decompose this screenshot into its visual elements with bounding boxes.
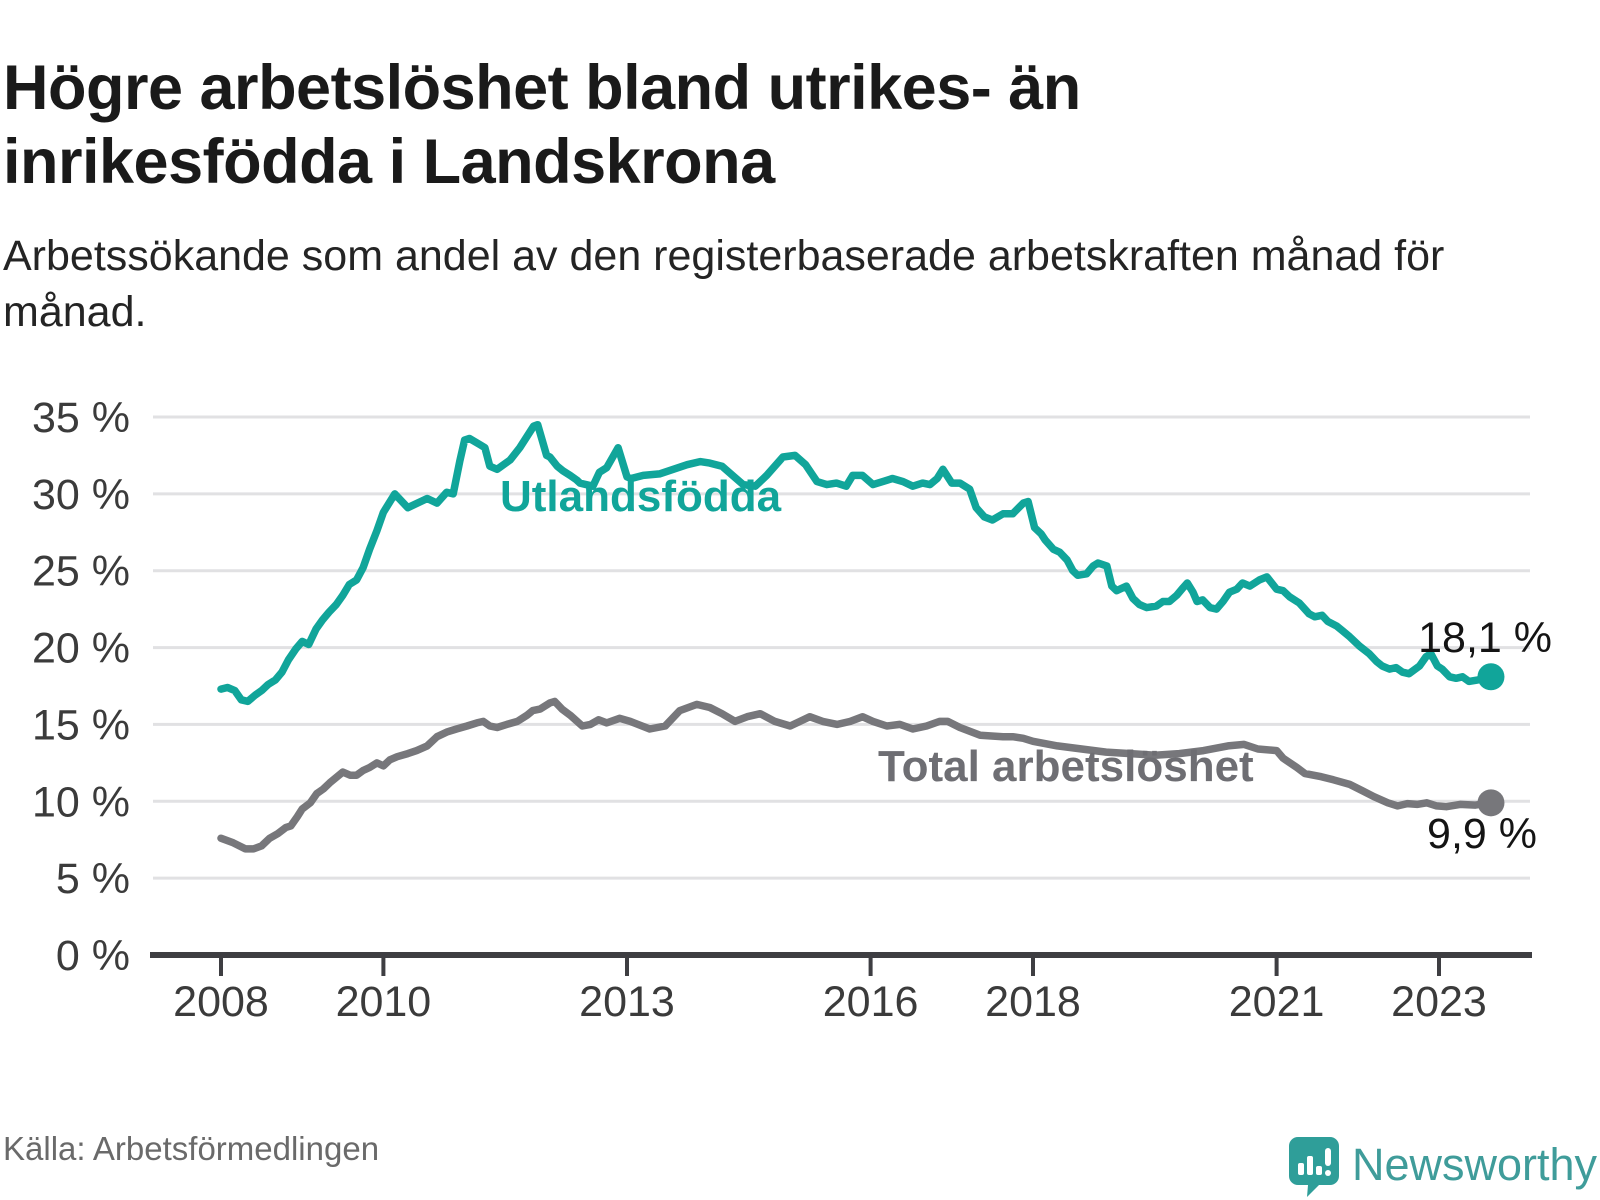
y-tick-label: 10 %: [32, 778, 130, 826]
y-tick-label: 35 %: [32, 394, 130, 442]
x-tick-label: 2013: [579, 978, 675, 1026]
x-tick-label: 2023: [1391, 978, 1487, 1026]
source-note: Källa: Arbetsförmedlingen: [3, 1130, 380, 1167]
gridlines: [153, 415, 1530, 880]
y-tick-label: 15 %: [32, 701, 130, 749]
newsworthy-logo-text: Newsworthy: [1352, 1139, 1598, 1190]
series-end-dots: [1477, 663, 1505, 817]
x-axis: [150, 952, 1532, 976]
chart-subtitle: Arbetssökande som andel av den registerb…: [3, 232, 1445, 336]
newsworthy-logo: Newsworthy: [1288, 1136, 1597, 1198]
series-label-total: Total arbetslöshet: [878, 742, 1254, 791]
page-title: Högre arbetslöshet bland utrikes- än inr…: [3, 53, 1081, 197]
end-dot: [1477, 789, 1505, 817]
line-utlandsfodda: [217, 420, 1495, 706]
end-value-utlandsfodda: 18,1 %: [1418, 614, 1552, 662]
axis-tick-labels: 0 % 5 % 10 % 15 % 20 % 25 % 30 % 35 % 2008 2010 20…: [32, 394, 1487, 1026]
x-tick-label: 2008: [173, 978, 269, 1026]
series-lines: [217, 420, 1495, 853]
y-tick-label: 25 %: [32, 548, 130, 596]
y-tick-label: 0 %: [56, 932, 130, 980]
y-tick-label: 5 %: [56, 855, 130, 903]
x-tick-label: 2010: [336, 978, 432, 1026]
y-tick-label: 20 %: [32, 625, 130, 673]
x-tick-label: 2018: [985, 978, 1081, 1026]
newsworthy-logo-icon: [1289, 1137, 1339, 1197]
y-tick-label: 30 %: [32, 471, 130, 519]
x-tick-label: 2016: [823, 978, 919, 1026]
series-label-utlandsfodda: Utlandsfödda: [500, 472, 782, 521]
end-dot: [1477, 663, 1505, 691]
x-tick-label: 2021: [1229, 978, 1325, 1026]
end-value-total: 9,9 %: [1427, 810, 1537, 858]
line-total: [217, 697, 1495, 853]
